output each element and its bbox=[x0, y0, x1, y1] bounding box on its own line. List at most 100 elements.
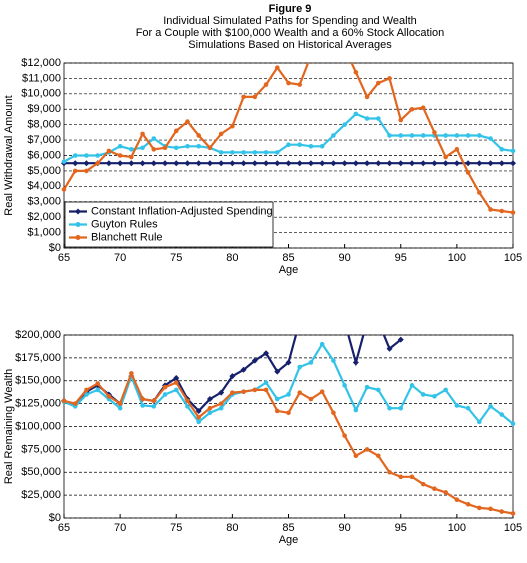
point bbox=[510, 160, 516, 167]
point bbox=[453, 160, 460, 167]
y-tick-label: $8,000 bbox=[27, 119, 61, 131]
point bbox=[352, 359, 359, 366]
point bbox=[387, 469, 392, 475]
point bbox=[442, 160, 449, 167]
series bbox=[61, 63, 516, 215]
point bbox=[420, 133, 426, 138]
point bbox=[140, 131, 145, 137]
point bbox=[184, 160, 191, 167]
chart-title: Figure 9 bbox=[269, 3, 312, 15]
point bbox=[128, 160, 135, 167]
point bbox=[95, 387, 100, 393]
point bbox=[61, 187, 67, 192]
point bbox=[387, 76, 392, 81]
x-tick-label: 85 bbox=[282, 252, 294, 264]
point bbox=[241, 389, 246, 395]
point bbox=[364, 318, 370, 324]
y-tick-label: $4,000 bbox=[27, 180, 61, 192]
legend-box bbox=[64, 201, 274, 248]
point bbox=[364, 447, 370, 452]
point bbox=[84, 153, 89, 158]
x-tick-label: 105 bbox=[504, 522, 522, 534]
point bbox=[83, 160, 90, 167]
point bbox=[409, 133, 415, 138]
y-tick-label: $0 bbox=[49, 512, 61, 524]
point bbox=[342, 433, 347, 438]
point bbox=[218, 160, 225, 167]
point bbox=[229, 160, 236, 167]
point bbox=[72, 401, 78, 406]
point bbox=[274, 408, 280, 414]
point bbox=[117, 405, 123, 411]
point bbox=[105, 160, 112, 167]
point bbox=[72, 168, 78, 174]
point bbox=[353, 453, 359, 459]
point bbox=[398, 133, 404, 138]
point bbox=[330, 160, 337, 167]
point bbox=[274, 368, 281, 375]
point bbox=[252, 387, 258, 393]
point bbox=[218, 401, 224, 406]
point bbox=[106, 394, 112, 399]
point bbox=[285, 359, 292, 366]
point bbox=[353, 407, 359, 413]
point bbox=[308, 360, 314, 365]
legend-label: Constant Inflation-Adjusted Spending bbox=[91, 205, 273, 217]
point bbox=[150, 160, 157, 167]
y-tick-label: $75,000 bbox=[21, 443, 61, 455]
point bbox=[319, 341, 325, 347]
point bbox=[387, 405, 392, 411]
point bbox=[252, 150, 258, 155]
point bbox=[229, 373, 236, 380]
point bbox=[465, 160, 472, 167]
y-tick-label: $12,000 bbox=[21, 57, 61, 69]
point bbox=[129, 154, 134, 160]
x-tick-label: 75 bbox=[170, 252, 182, 264]
point bbox=[499, 509, 505, 514]
point bbox=[352, 160, 359, 167]
point bbox=[106, 148, 112, 154]
point bbox=[162, 392, 168, 397]
legend-marker bbox=[75, 235, 81, 240]
point bbox=[510, 421, 516, 427]
point bbox=[342, 383, 347, 388]
point bbox=[307, 160, 314, 167]
point bbox=[218, 389, 225, 396]
point bbox=[342, 122, 347, 127]
y-tick-label: $175,000 bbox=[15, 352, 61, 364]
point bbox=[319, 160, 326, 167]
point bbox=[488, 404, 493, 409]
point bbox=[477, 133, 482, 138]
point bbox=[263, 82, 269, 87]
point bbox=[465, 405, 471, 411]
point bbox=[477, 419, 482, 425]
point bbox=[364, 160, 371, 167]
point bbox=[432, 394, 437, 399]
y-tick-label: $50,000 bbox=[21, 466, 61, 478]
point bbox=[162, 145, 168, 151]
point bbox=[206, 396, 213, 403]
point bbox=[185, 143, 190, 149]
y-tick-label: $6,000 bbox=[27, 149, 61, 161]
point bbox=[173, 145, 179, 151]
point bbox=[207, 410, 213, 416]
series bbox=[61, 111, 516, 164]
y-tick-label: $0 bbox=[49, 242, 61, 254]
point bbox=[432, 130, 437, 135]
point bbox=[151, 136, 157, 141]
point bbox=[240, 366, 247, 373]
y-tick-label: $150,000 bbox=[15, 375, 61, 387]
series bbox=[61, 160, 516, 167]
x-tick-label: 95 bbox=[395, 522, 407, 534]
point bbox=[140, 396, 145, 402]
point bbox=[274, 65, 280, 70]
legend-marker bbox=[75, 208, 81, 215]
point bbox=[499, 208, 505, 214]
y-tick-label: $100,000 bbox=[15, 420, 61, 432]
point bbox=[263, 387, 269, 393]
point bbox=[241, 94, 246, 100]
point bbox=[308, 396, 314, 402]
x-axis-label: Age bbox=[279, 264, 299, 276]
point bbox=[376, 80, 381, 86]
x-axis-label: Age bbox=[279, 534, 299, 546]
